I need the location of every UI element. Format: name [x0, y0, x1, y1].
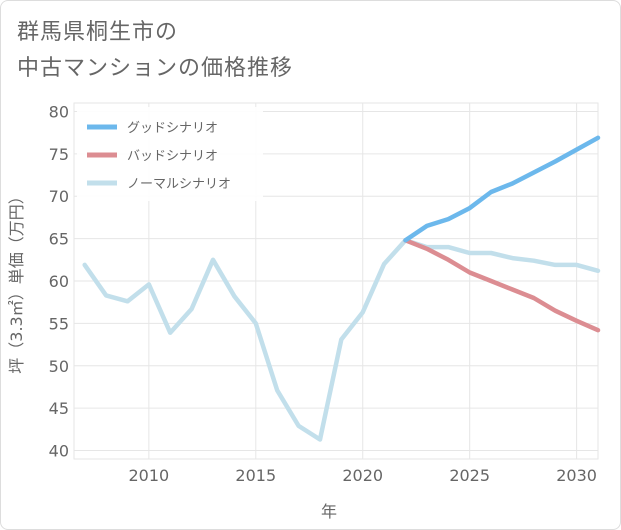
y-tick-label: 45 [49, 399, 69, 418]
series-line [82, 238, 601, 442]
y-tick-label: 55 [49, 314, 69, 333]
y-tick-label: 70 [49, 187, 69, 206]
legend-label: バッドシナリオ [127, 149, 218, 164]
x-tick-label: 2030 [556, 466, 597, 485]
y-tick-label: 75 [49, 145, 69, 164]
x-tick-labels: 2010 2015 2020 2025 2030 [128, 466, 596, 485]
x-tick-label: 2025 [449, 466, 490, 485]
x-tick-label: 2010 [128, 466, 169, 485]
grid-lines [74, 103, 598, 459]
y-tick-label: 50 [49, 357, 69, 376]
legend-label: ノーマルシナリオ [127, 177, 231, 192]
plot-frame [73, 102, 599, 460]
x-axis-title: 年 [321, 502, 338, 521]
title-line-1: 群馬県桐生市の [17, 20, 179, 45]
legend-label: グッドシナリオ [127, 121, 218, 136]
y-tick-label: 65 [49, 230, 69, 249]
series-line [403, 238, 601, 333]
y-tick-label: 60 [49, 272, 69, 291]
y-axis-title: 坪（3.3㎡）単価（万円） [7, 188, 26, 374]
series-line [403, 135, 601, 243]
y-tick-labels: 40 45 50 55 60 65 70 75 80 [49, 102, 69, 460]
x-tick-label: 2020 [342, 466, 383, 485]
chart-title: 群馬県桐生市の 中古マンションの価格推移 [17, 15, 293, 87]
y-tick-label: 40 [49, 442, 69, 461]
x-tick-label: 2015 [235, 466, 276, 485]
series-layer [82, 135, 601, 442]
y-axis-title-wrap: 坪（3.3㎡）単価（万円） [7, 188, 26, 373]
title-line-2: 中古マンションの価格推移 [17, 56, 294, 81]
y-tick-label: 80 [49, 102, 69, 121]
